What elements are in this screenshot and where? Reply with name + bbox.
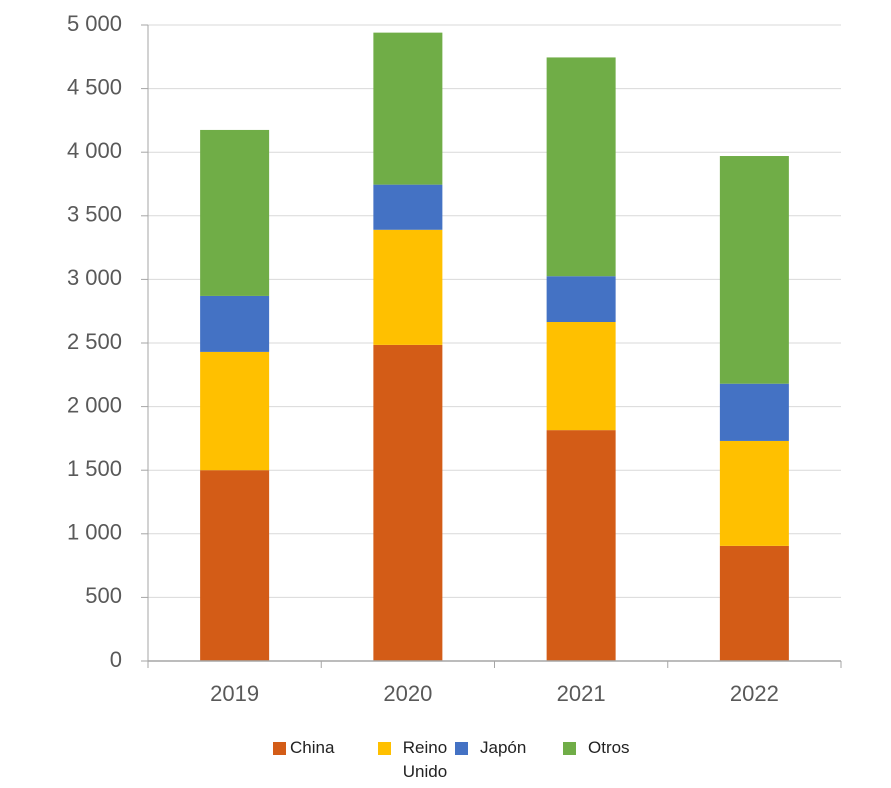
bar-segment <box>719 156 789 384</box>
y-tick-label: 4 500 <box>67 74 122 99</box>
bar-segment <box>719 440 789 546</box>
bar-segment <box>546 322 616 431</box>
y-tick-label: 5 000 <box>67 11 122 36</box>
bar-segment <box>373 32 443 185</box>
bar-segment <box>200 129 270 296</box>
bar-segment <box>719 383 789 441</box>
legend-label: China <box>290 738 335 757</box>
y-tick-label: 500 <box>85 583 122 608</box>
bar-segment <box>373 184 443 230</box>
bar-segment <box>373 344 443 661</box>
x-tick-label: 2022 <box>730 681 779 706</box>
x-tick-label: 2019 <box>210 681 259 706</box>
y-tick-label: 0 <box>110 647 122 672</box>
legend-label: Otros <box>588 738 630 757</box>
legend-swatch <box>378 742 391 755</box>
y-tick-label: 4 000 <box>67 138 122 163</box>
y-tick-label: 3 500 <box>67 202 122 227</box>
x-tick-label: 2020 <box>383 681 432 706</box>
y-tick-label: 2 500 <box>67 329 122 354</box>
y-tick-label: 2 000 <box>67 392 122 417</box>
legend-label: Reino Unido <box>402 738 448 781</box>
legend-swatch <box>455 742 468 755</box>
y-tick-label: 1 000 <box>67 520 122 545</box>
legend-label: Japón <box>480 738 527 757</box>
legend-item: China <box>273 736 390 760</box>
x-tick-label: 2021 <box>557 681 606 706</box>
bar-segment <box>719 545 789 661</box>
y-tick-label: 1 500 <box>67 456 122 481</box>
y-tick-label: 3 000 <box>67 265 122 290</box>
legend-item: Otros <box>563 736 688 760</box>
legend-item: Japón <box>455 736 580 760</box>
bar-segment <box>200 351 270 471</box>
legend-swatch <box>273 742 286 755</box>
bar-segment <box>546 276 616 323</box>
legend-item: Reino Unido <box>378 736 455 784</box>
bar-segment <box>200 295 270 352</box>
bar-segment <box>546 57 616 277</box>
legend-swatch <box>563 742 576 755</box>
bar-segment <box>546 430 616 661</box>
bar-segment <box>200 470 270 661</box>
bar-segment <box>373 229 443 345</box>
